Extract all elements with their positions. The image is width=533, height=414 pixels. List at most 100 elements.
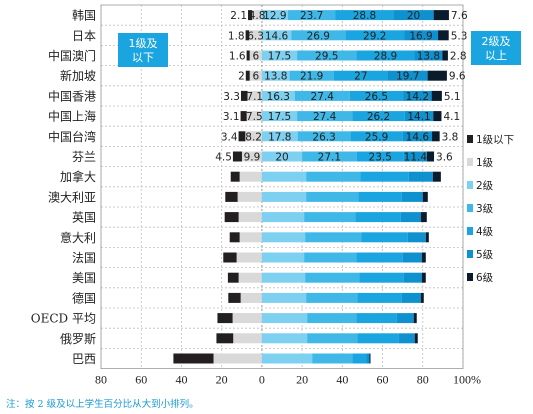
bar-segment — [396, 313, 414, 324]
value-label: 16.9 — [409, 30, 432, 42]
bar-segment — [356, 313, 397, 324]
bar-segment — [352, 111, 405, 122]
bar-segment — [402, 252, 422, 263]
bar-segment — [421, 252, 426, 263]
value-label: 7.6 — [451, 10, 468, 22]
bar-segment — [431, 90, 442, 101]
bar-segment — [223, 252, 237, 263]
bar-segment — [229, 232, 240, 243]
value-label: 21.9 — [300, 71, 323, 83]
bar-segment — [420, 212, 427, 223]
bar-segment — [232, 313, 262, 324]
bar-segment — [335, 10, 394, 21]
bar-segment — [233, 333, 262, 344]
category-label: OECD 平均 — [31, 312, 96, 326]
bar-segment — [261, 90, 295, 101]
value-label: 7.5 — [246, 111, 263, 123]
bar-segment — [217, 313, 233, 324]
bar-segment — [304, 252, 357, 263]
value-labels-group: 2.1 4.812.9 23.7 28.8 20 7.61.8 6.3 14.6 26.9 29.… — [215, 10, 468, 163]
value-label: 14.1 — [407, 111, 430, 123]
bar-segment — [173, 353, 214, 364]
value-label: 26.3 — [312, 131, 335, 143]
category-label: 巴西 — [72, 352, 96, 366]
category-labels-group: 韩国日本中国澳门新加坡中国香港中国上海中国台湾芬兰加拿大澳大利亚英国意大利法国美… — [31, 8, 96, 366]
bar-segment — [302, 151, 357, 162]
bar-segment — [358, 191, 402, 202]
bar-segment — [306, 292, 358, 303]
bar-segment — [407, 232, 426, 243]
bar-segment — [413, 313, 417, 324]
value-label: 17.5 — [268, 51, 291, 63]
bar-segment — [261, 313, 308, 324]
bar-segment — [404, 30, 439, 41]
value-label: 2.1 — [230, 10, 247, 22]
bar-segment — [228, 292, 241, 303]
value-label: 4.8 — [249, 10, 266, 22]
bar-segment — [287, 10, 336, 21]
bar-segment — [261, 10, 288, 21]
bar-segment — [366, 353, 370, 364]
bar-segment — [421, 272, 426, 283]
bar-segment — [414, 50, 443, 61]
category-label: 加拿大 — [60, 169, 96, 184]
x-tick-label: 40 — [175, 373, 187, 387]
bar-segment — [261, 191, 307, 202]
value-label: 2.8 — [450, 51, 467, 63]
value-label: 1.8 — [228, 30, 245, 42]
bar-segment — [232, 151, 242, 162]
value-label: 6 — [253, 71, 260, 83]
plot-frame — [100, 4, 464, 370]
bar-segment — [248, 10, 253, 21]
bar-segment — [345, 30, 405, 41]
category-label: 日本 — [72, 29, 96, 43]
value-label: 28.9 — [374, 51, 397, 63]
bar-segment — [237, 191, 262, 202]
bar-segment — [261, 252, 305, 263]
category-label: 韩国 — [72, 8, 96, 23]
x-tick-label: 80 — [95, 373, 107, 387]
bar-segment — [240, 292, 262, 303]
value-label: 27.4 — [313, 111, 337, 123]
bar-segment — [261, 292, 307, 303]
bar-segment — [245, 30, 250, 41]
value-label: 3.4 — [221, 131, 238, 143]
bar-segment — [307, 333, 358, 344]
value-label: 9.9 — [244, 152, 261, 164]
x-tick-label: 0 — [259, 373, 265, 387]
bar-segment — [357, 292, 402, 303]
bar-segment — [349, 90, 404, 101]
legend: 1级以下 1级 2级 3级 4级 5级 6级 — [467, 134, 514, 284]
bar-segment — [261, 272, 306, 283]
bar-segment — [350, 131, 403, 142]
bar-segment — [433, 10, 449, 21]
x-tick-label: 100% — [453, 373, 481, 387]
value-label: 4.5 — [215, 152, 232, 164]
bar-segment — [305, 272, 360, 283]
annotation-box-above: 2级及 以上 — [471, 31, 521, 65]
value-label: 17.5 — [268, 111, 291, 123]
value-label: 3.8 — [442, 131, 459, 143]
value-label: 14.6 — [265, 30, 289, 42]
annotation-below-line1: 1级及 — [129, 37, 158, 50]
bar-segment — [356, 252, 403, 263]
bar-segment — [361, 232, 408, 243]
bar-segment — [224, 212, 239, 223]
value-label: 28.8 — [353, 10, 376, 22]
bar-segment — [306, 171, 361, 182]
category-label: 新加坡 — [60, 68, 96, 83]
legend-swatch — [467, 181, 473, 189]
legend-label: 5级 — [476, 249, 494, 261]
value-label: 11.4 — [404, 152, 428, 164]
value-label: 19.7 — [396, 71, 419, 83]
bar-segment — [360, 171, 409, 182]
legend-swatch — [467, 204, 473, 212]
bar-segment — [252, 10, 262, 21]
bar-segment — [404, 111, 434, 122]
bar-segment — [442, 50, 448, 61]
bar-segment — [356, 151, 404, 162]
bar-segment — [261, 171, 307, 182]
bar-segment — [261, 50, 298, 61]
legend-label: 1级 — [476, 157, 494, 169]
annotation-below-line2: 以下 — [132, 51, 154, 64]
